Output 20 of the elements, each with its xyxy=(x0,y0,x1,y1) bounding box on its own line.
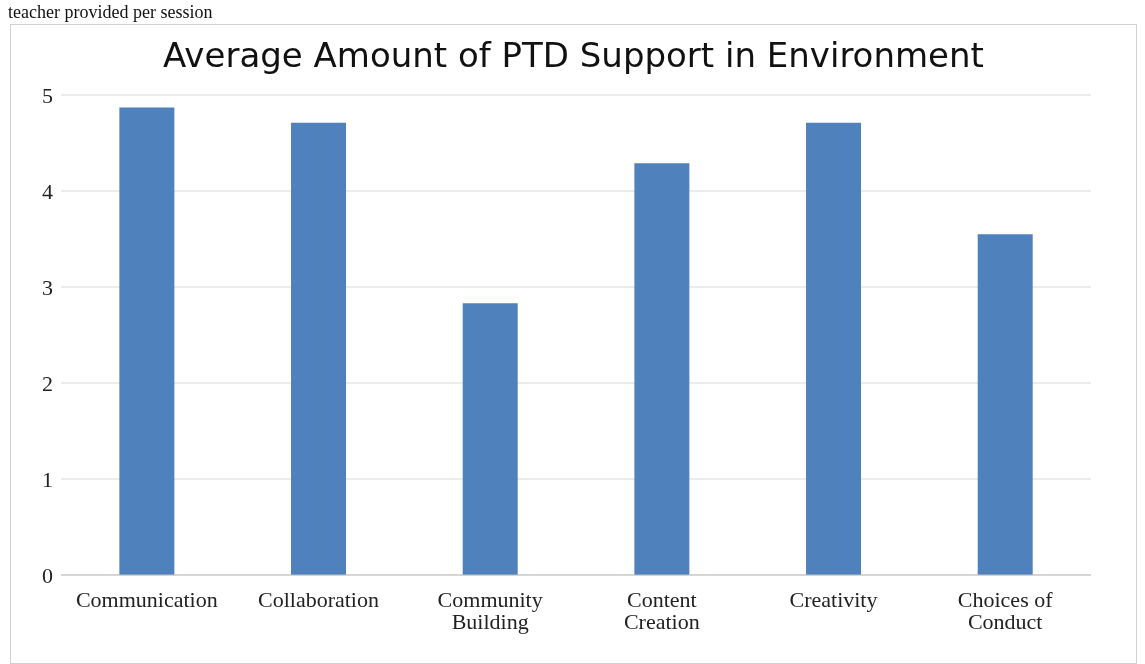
bar xyxy=(806,122,862,575)
bar xyxy=(291,122,347,575)
chart-title: Average Amount of PTD Support in Environment xyxy=(163,35,984,75)
y-tick-label: 3 xyxy=(42,274,53,300)
y-tick-label: 4 xyxy=(42,178,53,204)
x-tick-label: Communication xyxy=(75,586,218,612)
bar xyxy=(634,163,690,575)
x-tick-label: Choices of Conduct xyxy=(957,586,1054,634)
y-tick-label: 1 xyxy=(42,466,53,492)
bar xyxy=(462,303,518,575)
y-tick-label: 5 xyxy=(42,82,53,108)
x-tick-label: Collaboration xyxy=(258,586,379,612)
y-tick-label: 2 xyxy=(42,370,53,396)
x-tick-label: Creativity xyxy=(789,586,878,612)
x-tick-label: Community Building xyxy=(437,586,543,634)
x-tick-label: Content Creation xyxy=(623,586,700,634)
y-tick-label: 0 xyxy=(42,562,53,588)
bar xyxy=(977,234,1033,575)
bar xyxy=(119,107,175,575)
text: teacher provided per session xyxy=(8,2,213,22)
